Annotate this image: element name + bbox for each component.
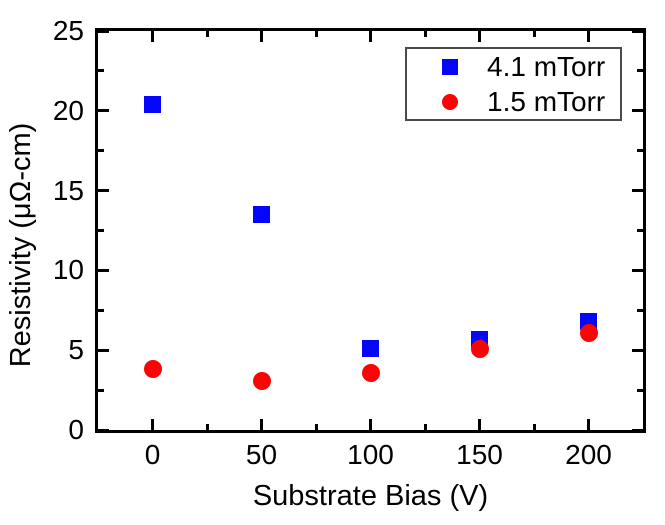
y-axis-label: Resistivity (μΩ-cm) [5,122,38,368]
x-tick-label: 0 [144,439,161,470]
x-major-tick [478,419,481,430]
y-major-tick [98,348,109,352]
y-minor-tick-right [637,69,643,73]
x-major-tick [369,419,372,430]
legend: 4.1 mTorr 1.5 mTorr [405,47,622,121]
y-minor-tick-right [637,308,643,312]
x-minor-tick [532,424,536,430]
y-minor-tick-right [637,149,643,153]
y-minor-tick [98,388,104,392]
y-minor-tick [98,69,104,73]
x-major-tick-top [587,31,590,42]
data-point-circle [361,363,380,382]
square-marker-icon [442,58,458,75]
y-minor-tick-right [637,388,643,392]
x-tick-label: 200 [565,439,612,470]
y-tick-label: 20 [52,94,84,126]
data-point-circle [579,323,598,342]
y-major-tick-right [632,268,643,272]
data-point-circle [252,371,271,390]
x-tick-label: 100 [347,439,394,470]
y-major-tick [98,189,109,193]
x-minor-tick-top [532,31,536,37]
x-major-tick-top [369,31,372,42]
y-tick-label: 0 [68,414,84,445]
legend-label: 1.5 mTorr [487,85,606,117]
x-major-tick [260,419,263,430]
y-major-tick-right [632,189,643,193]
x-minor-tick-top [205,31,209,37]
y-major-tick-right [632,29,643,33]
y-minor-tick-right [637,229,643,232]
circle-marker-icon [442,93,458,110]
y-major-tick-right [632,428,643,432]
legend-item: 1.5 mTorr [407,84,620,119]
x-minor-tick-top [314,31,318,37]
x-major-tick-top [478,31,481,42]
y-major-tick [98,29,109,33]
x-major-tick-top [260,31,263,42]
y-major-tick-right [632,109,643,113]
x-minor-tick-top [423,31,427,37]
y-minor-tick [98,149,104,153]
y-major-tick [98,428,109,432]
y-major-tick [98,268,109,272]
x-tick-label: 50 [245,439,278,470]
y-tick-label: 10 [52,254,84,286]
y-minor-tick [98,229,104,232]
x-tick-label: 150 [456,439,503,470]
x-major-tick [587,419,590,430]
x-minor-tick [205,424,209,430]
legend-label: 4.1 mTorr [487,50,606,82]
x-minor-tick [423,424,427,430]
x-major-tick-top [151,31,154,42]
y-tick-label: 5 [68,334,84,366]
x-minor-tick [314,424,318,430]
data-point-square [362,340,379,358]
data-point-square [253,206,270,224]
legend-item: 4.1 mTorr [407,49,620,84]
y-tick-label: 25 [52,15,84,46]
data-point-circle [143,360,162,379]
x-major-tick [151,419,154,430]
y-tick-label: 15 [52,174,84,206]
data-point-circle [470,339,489,358]
y-major-tick-right [632,348,643,352]
data-point-square [144,95,161,113]
y-minor-tick [98,308,104,312]
x-axis-label: Substrate Bias (V) [252,480,489,512]
y-major-tick [98,109,109,113]
